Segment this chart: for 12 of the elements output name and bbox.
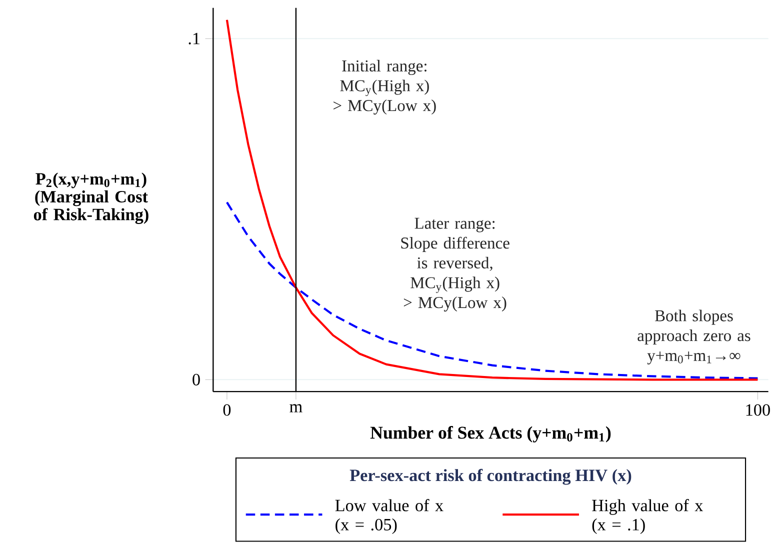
y-tick-label: .1: [188, 32, 200, 44]
annotation: Both slopes approach zero as y+m$_{0}$+m$_{1}$→∞: [638, 310, 750, 364]
legend-label: Low value of x (x = .05): [335, 498, 444, 534]
x-tick-label: m: [290, 404, 302, 412]
annotation: Later range: Slope difference is reversed, MC$_{y}$(High x) > MCy(Low x): [401, 218, 510, 312]
x-tick-label: 100: [746, 404, 770, 416]
x-axis-title: Number of Sex Acts (y+m$_{0}$+m$_{1}$): [370, 426, 611, 442]
text: P$_{2}$(x,y+m$_{0}$+m$_{1}$) (Marginal Cost of Risk-Taking): [34, 172, 148, 224]
annotation: Initial range: MC$_{y}$(High x) > MCy(Low x): [334, 60, 436, 114]
x-tick-label: 0: [223, 404, 231, 416]
legend-label: High value of x (x = .1): [592, 498, 704, 534]
legend-title: Per-sex-act risk of contracting HIV (x): [350, 468, 632, 485]
